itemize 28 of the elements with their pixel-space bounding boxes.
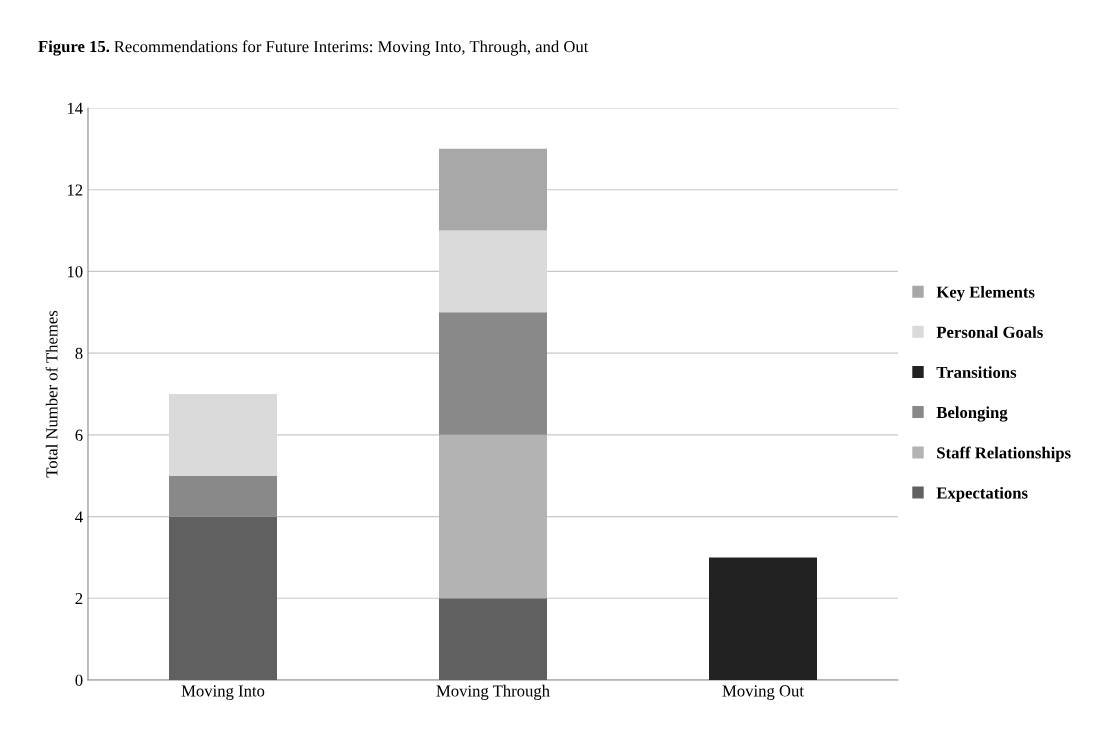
- x-tick-label: Moving Through: [436, 684, 550, 701]
- y-tick-label: 0: [75, 674, 83, 686]
- y-tick-label: 12: [67, 184, 83, 196]
- legend-label: Key Elements: [936, 285, 1035, 302]
- y-tick-label: 2: [75, 593, 83, 605]
- y-tick-label: 4: [75, 511, 83, 523]
- bar: [439, 312, 547, 435]
- bar: [709, 557, 817, 680]
- y-tick-label: 8: [75, 347, 83, 360]
- legend-label: Personal Goals: [936, 326, 1043, 338]
- y-tick-label: 10: [67, 266, 83, 278]
- bar: [169, 516, 277, 680]
- y-axis-title: Total Number of Themes: [45, 310, 58, 478]
- bar: [439, 148, 547, 231]
- bar: [169, 394, 277, 476]
- x-tick-label: Moving Into: [181, 685, 265, 700]
- legend-label: Expectations: [936, 486, 1028, 503]
- bar: [439, 598, 547, 680]
- bar: [439, 434, 547, 599]
- bar: [439, 230, 547, 313]
- legend-label: Transitions: [936, 366, 1017, 378]
- bar: [169, 475, 277, 517]
- legend-label: Belonging: [936, 406, 1008, 422]
- x-tick-label: Moving Out: [722, 685, 804, 700]
- chart-title: Figure 15. Recommendations for Future Interims: Moving Into, Through, and Out: [38, 40, 589, 56]
- legend-label: Staff Relationships: [937, 446, 1071, 462]
- y-tick-label: 14: [67, 102, 83, 114]
- y-tick-label: 6: [75, 429, 83, 441]
